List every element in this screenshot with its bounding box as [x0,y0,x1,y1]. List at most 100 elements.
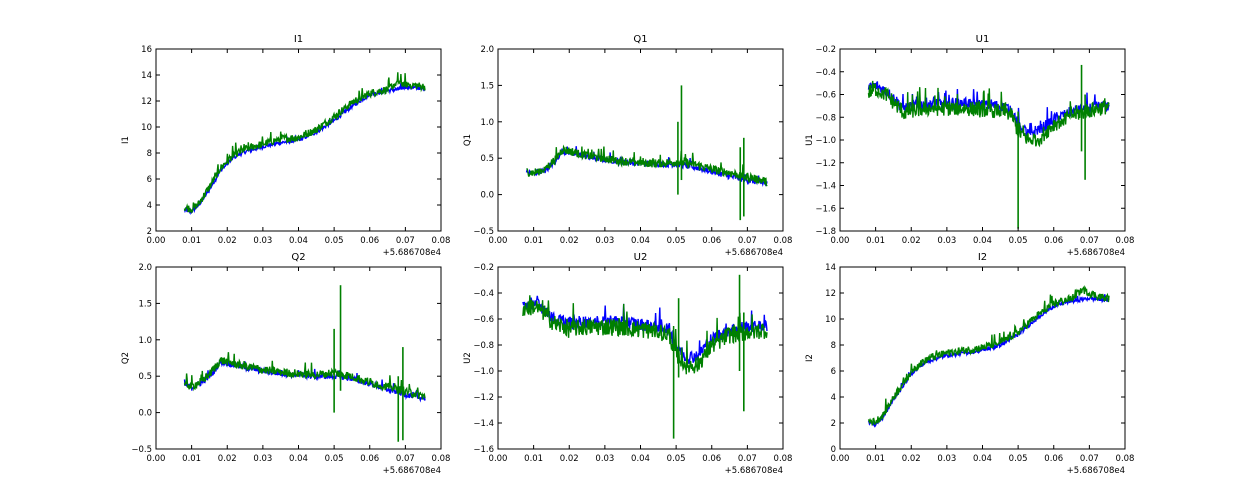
x-tick-label: 0.02 [902,454,921,464]
y-tick-label: −0.2 [815,45,836,55]
y-tick-label: 8 [831,341,836,351]
y-tick-label: −0.2 [473,263,494,273]
x-tick-label: 0.03 [253,236,272,246]
x-tick-label: 0.06 [1044,454,1063,464]
y-axis-label: I2 [805,354,815,362]
x-tick-label: 0.02 [560,454,579,464]
series-line-green [526,144,768,187]
x-tick-label: 0.05 [667,236,686,246]
x-tick-label: 0.00 [147,454,166,464]
x-tick-label: 0.07 [1080,236,1099,246]
y-tick-label: −0.6 [815,91,836,101]
subplot-title: U1 [976,34,990,45]
x-tick-label: 0.00 [489,454,508,464]
y-tick-label: −0.6 [473,315,494,325]
x-tick-label: 0.07 [396,454,415,464]
x-tick-label: 0.04 [631,236,650,246]
y-tick-label: 1.0 [480,118,494,128]
y-tick-label: −1.2 [473,393,494,403]
y-tick-label: 6 [831,367,836,377]
x-tick-label: 0.00 [489,236,508,246]
x-tick-label: 0.07 [396,236,415,246]
y-tick-label: −1.0 [473,367,494,377]
y-tick-label: 2.0 [138,263,152,273]
y-tick-label: 2 [147,227,152,237]
x-offset-label: +5.686708e4 [1067,248,1125,258]
y-tick-label: 4 [147,201,152,211]
x-tick-label: 0.05 [325,236,344,246]
y-tick-label: −0.8 [473,341,494,351]
x-tick-label: 0.08 [774,236,793,246]
x-offset-label: +5.686708e4 [725,248,783,258]
x-tick-label: 0.01 [866,236,885,246]
x-tick-label: 0.03 [253,454,272,464]
y-tick-label: 8 [147,149,152,159]
y-tick-label: 10 [825,315,836,325]
subplot-title: U2 [634,252,648,263]
x-tick-label: 0.03 [937,454,956,464]
x-tick-label: 0.08 [774,454,793,464]
y-tick-label: −0.8 [815,113,836,123]
series-line-green [183,352,426,400]
series-line-green [522,295,768,375]
x-tick-label: 0.07 [738,454,757,464]
y-tick-label: 1.5 [480,81,494,91]
series-line-green [867,285,1110,427]
subplot-title: Q2 [291,252,305,263]
y-axis-label: U1 [805,134,815,146]
y-tick-label: 2 [831,419,836,429]
y-tick-label: 0 [831,445,836,455]
y-tick-label: −0.5 [131,445,152,455]
x-tick-label: 0.07 [738,236,757,246]
y-tick-label: −0.4 [815,68,836,78]
x-tick-label: 0.05 [667,454,686,464]
x-tick-label: 0.00 [831,236,850,246]
x-tick-label: 0.03 [595,236,614,246]
y-tick-label: 1.0 [138,336,152,346]
y-tick-label: 0.5 [138,372,152,382]
series-group [867,285,1110,428]
x-tick-label: 0.01 [182,454,201,464]
x-tick-label: 0.04 [289,454,308,464]
x-tick-label: 0.03 [595,454,614,464]
x-tick-label: 0.01 [524,236,543,246]
y-axis-label: U2 [463,352,473,364]
y-tick-label: 0.0 [480,191,494,201]
series-group [183,285,426,442]
subplot-title: I2 [978,252,987,263]
x-tick-label: 0.06 [360,454,379,464]
x-tick-label: 0.04 [631,454,650,464]
y-tick-label: 0.0 [138,409,152,419]
x-tick-label: 0.08 [432,236,451,246]
subplot-i1: 0.00 0.01 0.02 0.03 0.04 0.05 0.06 0.07 0.08 2 4 6 8… [121,34,450,258]
y-tick-label: −0.4 [473,289,494,299]
y-tick-label: −0.5 [473,227,494,237]
subplot-i2: 0.00 0.01 0.02 0.03 0.04 0.05 0.06 0.07 0.08 0 2 4 6… [805,252,1134,476]
x-tick-label: 0.07 [1080,454,1099,464]
plot-area [497,266,784,450]
subplot-u1: 0.00 0.01 0.02 0.03 0.04 0.05 0.06 0.07 0.08 −1.8… [805,34,1134,258]
x-offset-label: +5.686708e4 [383,248,441,258]
subplot-title: Q1 [633,34,647,45]
x-tick-label: 0.02 [218,236,237,246]
y-tick-label: −1.6 [473,445,494,455]
series-group [183,72,426,216]
x-tick-label: 0.03 [937,236,956,246]
x-tick-label: 0.08 [1116,454,1135,464]
plot-area [839,48,1126,232]
series-group [525,85,768,221]
x-tick-label: 0.01 [866,454,885,464]
x-offset-label: +5.686708e4 [383,466,441,476]
subplot-q2: 0.00 0.01 0.02 0.03 0.04 0.05 0.06 0.07 0.08 −0.5… [121,252,450,476]
x-tick-label: 0.02 [902,236,921,246]
subplot-title: I1 [294,34,303,45]
series-line-green [183,72,426,214]
y-tick-label: −1.0 [815,136,836,146]
x-tick-label: 0.04 [973,236,992,246]
x-tick-label: 0.00 [831,454,850,464]
x-offset-label: +5.686708e4 [1067,466,1125,476]
y-tick-label: −1.4 [815,182,836,192]
x-tick-label: 0.00 [147,236,166,246]
y-tick-label: 10 [141,123,152,133]
